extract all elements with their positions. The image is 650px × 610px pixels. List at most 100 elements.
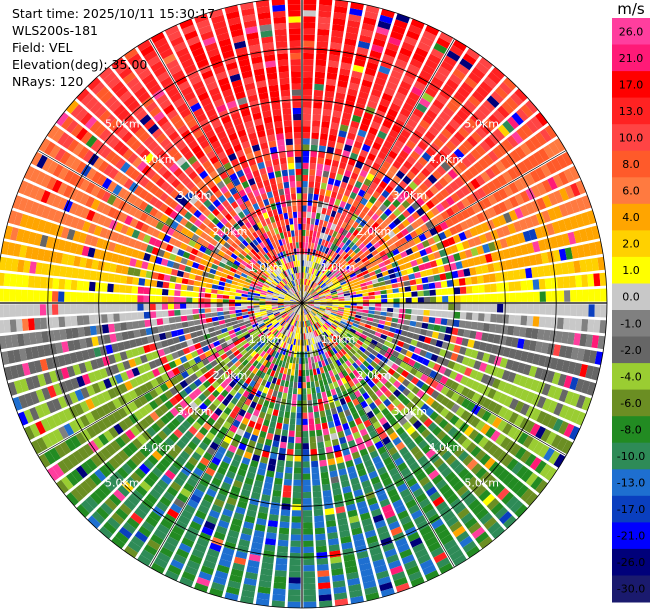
gate-cell <box>203 398 212 407</box>
gate-cell <box>269 284 276 289</box>
gate-cell <box>279 404 286 412</box>
gate-cell <box>561 233 571 246</box>
gate-cell <box>306 345 310 352</box>
gate-cell <box>195 446 205 456</box>
gate-cell <box>199 457 210 467</box>
gate-cell <box>328 284 335 289</box>
gate-cell <box>150 533 164 546</box>
gate-cell <box>243 451 253 460</box>
gate-cell <box>390 565 404 576</box>
gate-cell <box>187 320 195 327</box>
gate-cell <box>274 345 280 352</box>
gate-cell <box>314 411 320 419</box>
gate-cell <box>310 242 315 250</box>
gate-cell <box>411 386 420 395</box>
gate-cell <box>302 473 311 480</box>
gate-cell <box>90 185 101 197</box>
gate-cell <box>363 214 371 223</box>
gate-cell <box>88 314 96 325</box>
gate-cell <box>327 532 339 540</box>
gate-cell <box>157 348 166 357</box>
gate-cell <box>318 280 324 286</box>
gate-cell <box>388 36 402 47</box>
gate-cell <box>315 212 321 220</box>
gate-cell <box>15 228 25 242</box>
gate-cell <box>313 306 320 309</box>
gate-cell <box>239 395 247 404</box>
gate-cell <box>151 326 159 334</box>
gate-cell <box>456 434 468 446</box>
gate-cell <box>345 565 358 574</box>
gate-cell <box>226 274 234 280</box>
gate-cell <box>57 396 68 409</box>
gate-cell <box>338 364 345 372</box>
gate-cell <box>210 298 217 303</box>
gate-cell <box>315 175 322 183</box>
gate-cell <box>324 384 330 392</box>
gate-cell <box>143 544 158 556</box>
gate-cell <box>442 106 455 118</box>
gate-cell <box>318 327 324 334</box>
gate-cell <box>150 279 158 287</box>
gate-cell <box>289 318 294 325</box>
gate-cell <box>328 317 335 322</box>
gate-cell <box>333 281 340 287</box>
gate-cell <box>348 14 362 23</box>
gate-cell <box>316 278 322 284</box>
gate-cell <box>350 425 359 434</box>
gate-cell <box>128 389 138 400</box>
gate-cell <box>315 315 321 321</box>
gate-cell <box>279 309 286 313</box>
gate-cell <box>361 79 373 88</box>
gate-cell <box>580 380 591 394</box>
gate-cell <box>103 262 111 272</box>
gate-cell <box>471 131 483 143</box>
gate-cell <box>430 206 440 216</box>
gate-cell <box>433 42 448 54</box>
gate-cell <box>263 482 273 490</box>
gate-cell <box>377 104 388 114</box>
gate-cell <box>290 412 296 419</box>
gate-cell <box>382 119 393 129</box>
gate-cell <box>297 400 302 407</box>
gate-cell <box>449 335 457 344</box>
gate-cell <box>397 113 408 123</box>
gate-cell <box>422 283 430 290</box>
gate-cell <box>353 58 366 67</box>
gate-cell <box>378 531 391 541</box>
gate-cell <box>529 340 537 352</box>
gate-cell <box>399 361 408 369</box>
gate-cell <box>422 30 437 42</box>
gate-cell <box>456 485 469 497</box>
gate-cell <box>147 454 159 466</box>
gate-cell <box>90 359 99 370</box>
gate-cell <box>248 313 255 317</box>
gate-cell <box>561 151 574 166</box>
gate-cell <box>341 355 348 362</box>
gate-cell <box>367 313 375 318</box>
gate-cell <box>526 315 534 327</box>
gate-cell <box>93 248 102 259</box>
gate-cell <box>233 556 247 566</box>
gate-cell <box>329 274 336 280</box>
gate-cell <box>318 379 324 387</box>
gate-cell <box>278 318 284 324</box>
gate-cell <box>536 182 547 196</box>
gate-cell <box>403 35 418 47</box>
gate-cell <box>201 526 214 537</box>
gate-cell <box>381 504 393 514</box>
gate-cell <box>256 592 270 601</box>
gate-cell <box>513 179 525 192</box>
gate-cell <box>349 348 357 355</box>
gate-cell <box>538 444 550 458</box>
gate-cell <box>137 251 146 260</box>
gate-cell <box>337 310 344 314</box>
gate-cell <box>421 255 430 263</box>
gate-cell <box>280 334 286 341</box>
gate-cell <box>406 205 416 215</box>
gate-cell <box>220 257 228 264</box>
gate-cell <box>152 506 165 518</box>
gate-cell <box>63 169 75 183</box>
gate-cell <box>458 346 467 355</box>
gate-cell <box>338 301 345 303</box>
